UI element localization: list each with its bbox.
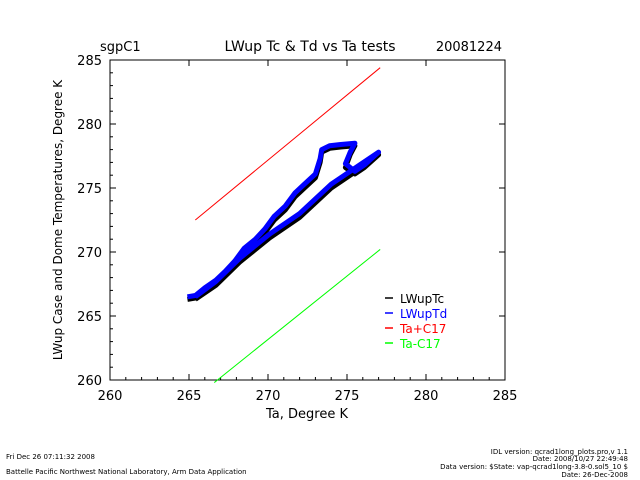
legend-label: LWupTd bbox=[400, 307, 447, 321]
site-label: sgpC1 bbox=[100, 40, 141, 55]
footer-idl-date: Date: 2008/10/27 22:49:48 bbox=[532, 455, 628, 463]
series-ta-c17 bbox=[213, 249, 381, 383]
y-tick-label: 270 bbox=[77, 246, 102, 261]
y-tick-label: 260 bbox=[77, 374, 102, 389]
x-tick-label: 265 bbox=[177, 389, 202, 404]
y-tick-label: 280 bbox=[77, 118, 102, 133]
chart-title: LWup Tc & Td vs Ta tests bbox=[224, 39, 395, 55]
footer-data-date: Date: 26-Dec-2008 bbox=[561, 471, 628, 479]
x-tick-label: 280 bbox=[414, 389, 439, 404]
x-tick-label: 260 bbox=[98, 389, 123, 404]
legend-label: Ta-C17 bbox=[399, 337, 441, 351]
plot-frame bbox=[109, 59, 506, 381]
footer-idl-version: IDL version: qcrad1long_plots.pro,v 1.1 bbox=[490, 448, 628, 456]
y-tick-label: 285 bbox=[77, 54, 102, 69]
date-label: 20081224 bbox=[436, 40, 502, 55]
y-tick-label: 265 bbox=[77, 310, 102, 325]
footer-org: Battelle Pacific Northwest National Labo… bbox=[6, 468, 247, 476]
series-lwuptd bbox=[187, 140, 382, 300]
footer-timestamp: Fri Dec 26 07:11:32 2008 bbox=[6, 453, 95, 461]
footer-data-version: Data version: $State: vap-qcrad1long-3.8… bbox=[440, 463, 628, 471]
y-axis-label: LWup Case and Dome Temperatures, Degree … bbox=[51, 79, 65, 360]
legend-label: LWupTc bbox=[400, 292, 444, 306]
y-tick-label: 275 bbox=[77, 182, 102, 197]
legend-label: Ta+C17 bbox=[399, 322, 446, 336]
series-ta-c17 bbox=[195, 67, 381, 221]
x-axis-label: Ta, Degree K bbox=[265, 407, 348, 422]
x-tick-label: 275 bbox=[335, 389, 360, 404]
x-tick-label: 285 bbox=[493, 389, 518, 404]
x-tick-label: 270 bbox=[256, 389, 281, 404]
